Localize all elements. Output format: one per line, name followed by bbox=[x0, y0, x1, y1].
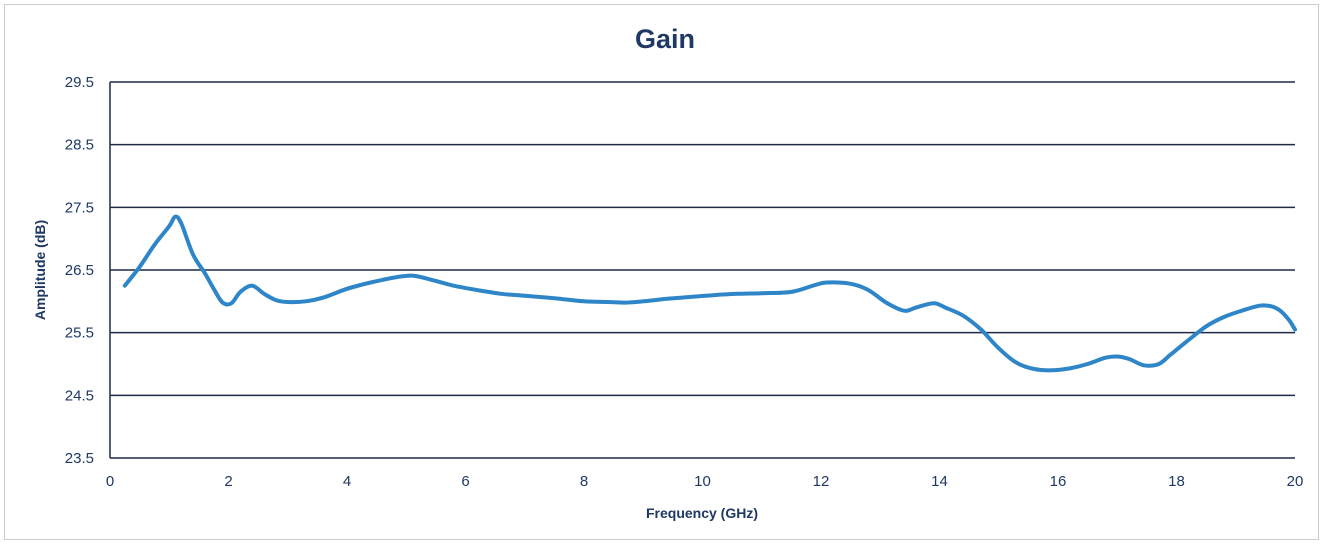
series-lines bbox=[122, 214, 1297, 373]
x-axis-label: Frequency (GHz) bbox=[646, 505, 758, 521]
y-tick-label: 25.5 bbox=[65, 325, 94, 342]
chart-title: Gain bbox=[635, 24, 695, 54]
x-tick-label: 16 bbox=[1050, 473, 1067, 490]
x-tick-label: 10 bbox=[694, 473, 711, 490]
y-axis-ticks: 23.5 24.5 25.5 26.5 27.5 28.5 29.5 bbox=[65, 74, 94, 467]
y-tick-label: 29.5 bbox=[65, 74, 94, 91]
gridlines bbox=[109, 81, 1295, 459]
x-tick-label: 4 bbox=[343, 473, 351, 490]
x-tick-label: 2 bbox=[224, 473, 232, 490]
y-tick-label: 23.5 bbox=[65, 450, 94, 467]
x-tick-label: 12 bbox=[813, 473, 830, 490]
x-axis-ticks: 0 2 4 6 8 10 12 14 16 18 20 bbox=[106, 473, 1304, 490]
y-tick-label: 24.5 bbox=[65, 387, 94, 404]
y-tick-label: 26.5 bbox=[65, 262, 94, 279]
x-tick-label: 6 bbox=[461, 473, 469, 490]
gain-series-line-0 bbox=[122, 214, 1297, 373]
y-tick-label: 28.5 bbox=[65, 137, 94, 154]
x-tick-label: 18 bbox=[1168, 473, 1185, 490]
chart-frame bbox=[4, 4, 1319, 540]
x-tick-label: 0 bbox=[106, 473, 114, 490]
y-tick-label: 27.5 bbox=[65, 199, 94, 216]
x-tick-label: 8 bbox=[580, 473, 588, 490]
y-axis-label: Amplitude (dB) bbox=[32, 220, 48, 320]
x-tick-label: 14 bbox=[931, 473, 948, 490]
x-tick-label: 20 bbox=[1287, 473, 1304, 490]
